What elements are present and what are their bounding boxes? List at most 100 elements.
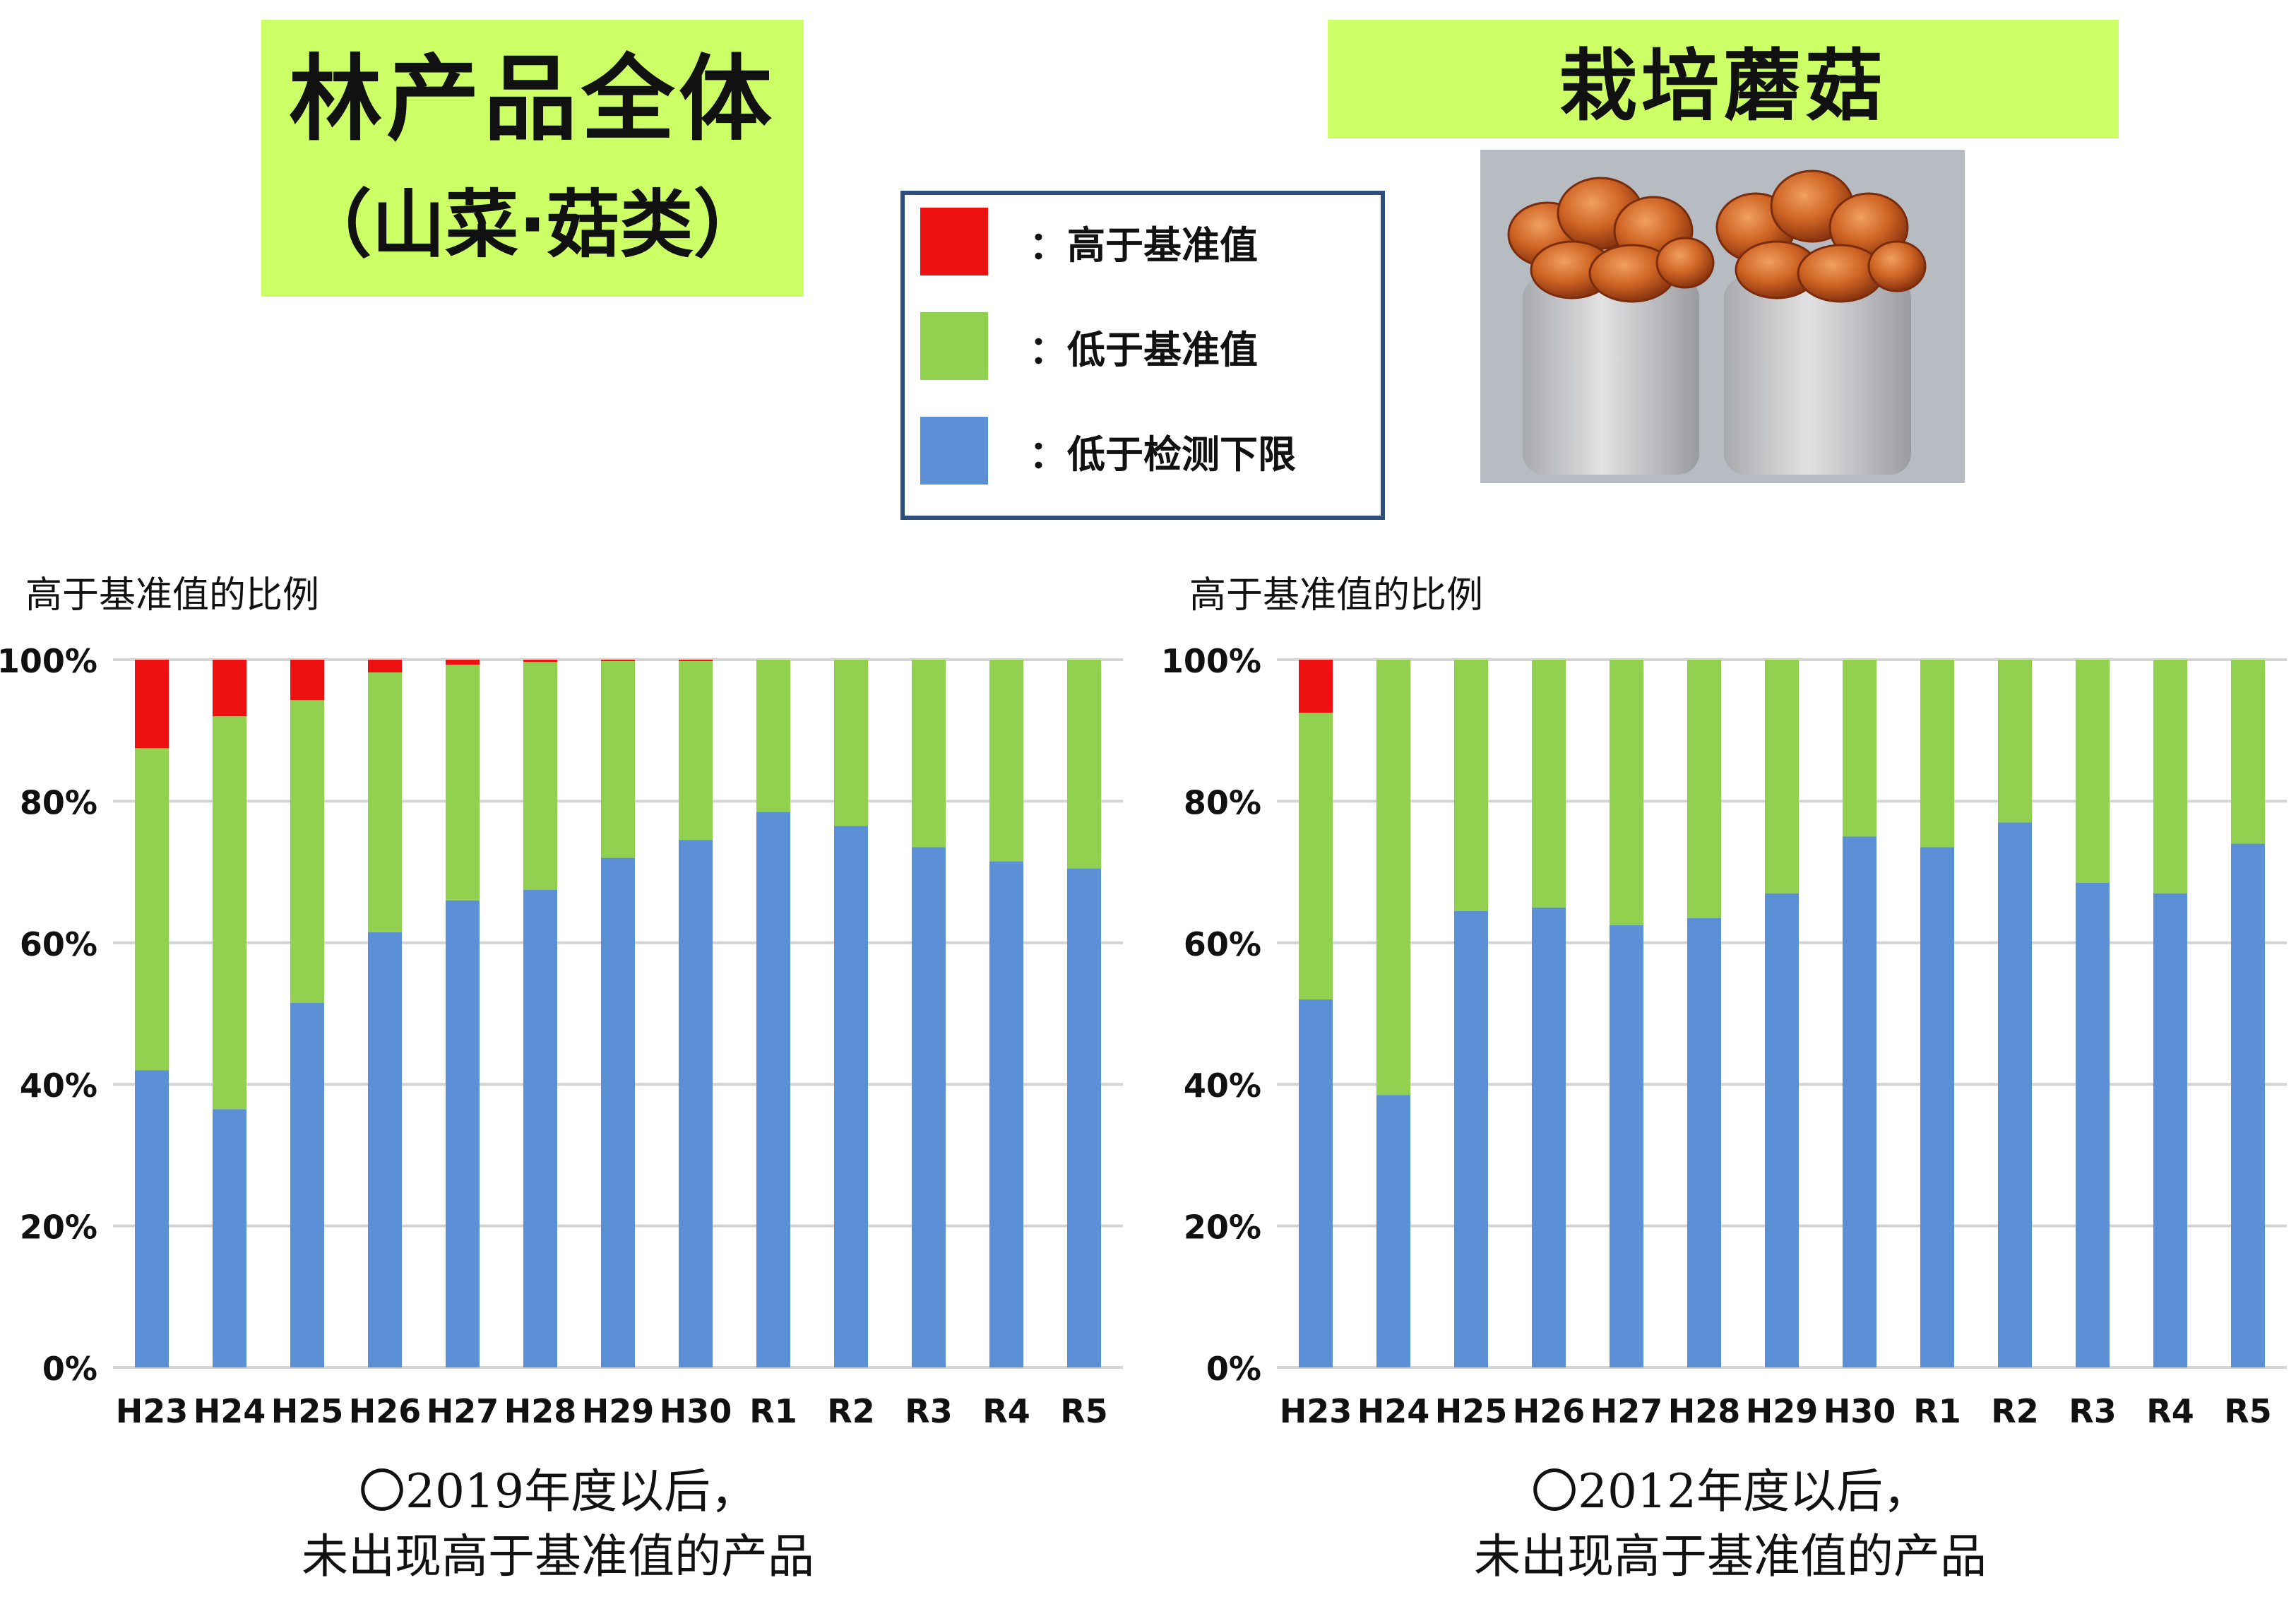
x-tick-label: H23 (116, 1392, 189, 1427)
bar-segment (679, 661, 713, 841)
x-tick-label: R1 (749, 1392, 797, 1427)
x-tick-label: R3 (2069, 1392, 2116, 1427)
legend-label: ：高于基准值 (1029, 222, 1258, 268)
bar-segment (1067, 660, 1101, 869)
bar-segment (2153, 893, 2187, 1367)
bar-segment (1610, 925, 1643, 1367)
bar-segment (1765, 660, 1799, 893)
bar-segment (912, 847, 946, 1367)
x-tick-label: H28 (504, 1392, 577, 1427)
bar-segment (2231, 660, 2265, 844)
legend-swatch-green (920, 312, 988, 380)
legend-item-above-standard: ：高于基准值 (920, 208, 1258, 275)
bar-segment (2231, 843, 2265, 1367)
bar-segment (1687, 660, 1721, 918)
bar-segment (756, 660, 790, 812)
x-tick-label: R4 (2146, 1392, 2194, 1427)
x-tick-label: H25 (271, 1392, 344, 1427)
title-line-1: 林产品全体 (289, 45, 776, 155)
bar-segment (1920, 660, 1954, 848)
bar-segment (368, 660, 402, 673)
bar-segment (756, 812, 790, 1367)
bar-segment (523, 662, 557, 890)
bar-segment (1998, 660, 2032, 823)
title-right-text: 栽培蘑菇 (1559, 41, 1887, 131)
bar-segment (290, 660, 324, 701)
note-right-line-1: 〇2012年度以后， (1531, 1464, 1929, 1519)
bar-segment (1920, 847, 1954, 1367)
note-left-line-1: 〇2019年度以后， (359, 1464, 757, 1519)
title-forest-products-all: 林产品全体 （山菜·菇类） (261, 20, 804, 297)
x-tick-label: H23 (1280, 1392, 1352, 1427)
legend-swatch-blue (920, 417, 988, 485)
bar-segment (1532, 907, 1566, 1367)
x-tick-label: R5 (2224, 1392, 2271, 1427)
bar-segment (1765, 893, 1799, 1367)
bar-segment (1299, 713, 1333, 999)
x-tick-label: H30 (1824, 1392, 1896, 1427)
bar-segment (1687, 918, 1721, 1367)
bar-segment (135, 1070, 169, 1367)
x-tick-label: R3 (905, 1392, 952, 1427)
y-tick-label: 80% (20, 783, 97, 821)
x-tick-label: H27 (427, 1392, 499, 1427)
bar-segment (1454, 660, 1488, 911)
bar-segment (679, 840, 713, 1367)
mushroom-photo (1480, 150, 1965, 483)
bar-segment (601, 661, 635, 858)
x-tick-label: R2 (827, 1392, 874, 1427)
x-tick-label: H24 (1357, 1392, 1430, 1427)
y-tick-label: 0% (42, 1350, 97, 1388)
bar-segment (1843, 660, 1876, 837)
chart-left: 高于基准值的比例 0% 20% 40% 60% 80% 100% H23 H24 H25 H26 H… (0, 558, 1130, 1427)
bar-segment (368, 672, 402, 932)
title-line-2: （山菜·菇类） (298, 181, 767, 268)
bar-segment (368, 932, 402, 1367)
y-axis-caption: 高于基准值的比例 (25, 574, 320, 617)
legend-swatch-red (920, 208, 988, 275)
bar-segment (1067, 868, 1101, 1367)
x-tick-label: H26 (349, 1392, 422, 1427)
bar-segment (290, 1002, 324, 1367)
legend: ：高于基准值 ：低于基准值 ：低于检测下限 (900, 191, 1385, 520)
bar-segment (989, 861, 1023, 1367)
legend-item-below-standard: ：低于基准值 (920, 312, 1258, 380)
x-tick-label: H28 (1668, 1392, 1741, 1427)
y-tick-label: 20% (1184, 1209, 1261, 1247)
note-right: 〇2012年度以后， 未出现高于基准值的产品 (1236, 1459, 2225, 1589)
bar-segment (1376, 1095, 1410, 1367)
y-tick-label: 40% (1184, 1067, 1261, 1105)
bar-segment (213, 716, 246, 1110)
bar-segment (523, 889, 557, 1367)
y-tick-label: 80% (1184, 783, 1261, 821)
x-tick-label: R5 (1060, 1392, 1107, 1427)
bar-segment (213, 1109, 246, 1367)
y-tick-label: 100% (0, 642, 97, 680)
legend-label: ：低于检测下限 (1029, 432, 1296, 477)
x-tick-label: H30 (660, 1392, 732, 1427)
x-tick-label: H29 (1746, 1392, 1819, 1427)
bar-segment (1610, 660, 1643, 925)
bar-segment (2076, 660, 2110, 883)
chart-right: 高于基准值的比例 0% 20% 40% 60% 80% 100% H23 H24 H25 H26 H… (1164, 558, 2294, 1427)
x-tick-label: H29 (582, 1392, 655, 1427)
bar-segment (135, 748, 169, 1071)
note-left: 〇2019年度以后， 未出现高于基准值的产品 (64, 1459, 1052, 1589)
mushroom-illustration (1480, 150, 1965, 483)
bar-segment (601, 660, 635, 662)
bar-segment (213, 660, 246, 717)
bar-segment (446, 900, 480, 1367)
bar-segment (135, 660, 169, 749)
x-tick-label: H27 (1590, 1392, 1663, 1427)
bar-segment (834, 660, 868, 826)
bar-segment (679, 660, 713, 662)
bar-segment (1998, 822, 2032, 1367)
bar-segment (1299, 999, 1333, 1367)
bar-segment (2153, 660, 2187, 893)
y-tick-label: 20% (20, 1209, 97, 1247)
y-tick-label: 60% (20, 925, 97, 963)
x-tick-label: R4 (982, 1392, 1030, 1427)
note-left-line-2: 未出现高于基准值的产品 (302, 1529, 814, 1584)
bar-segment (1532, 660, 1566, 908)
bar-segment (912, 660, 946, 848)
